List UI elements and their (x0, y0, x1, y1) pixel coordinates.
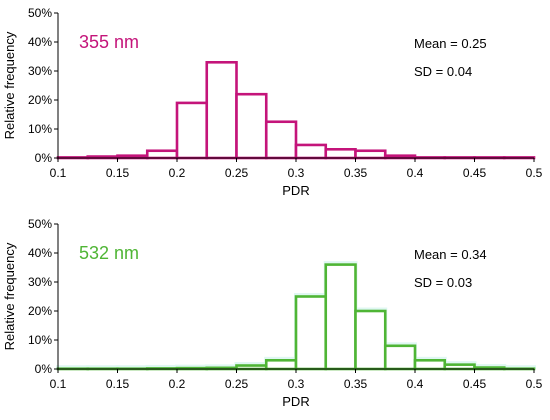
sd-text: SD = 0.04 (414, 64, 472, 79)
y-tick-label: 0% (35, 151, 53, 165)
histogram-bar (354, 309, 387, 371)
y-tick-label: 50% (28, 217, 52, 231)
bar-shade (85, 365, 120, 369)
x-tick-label: 0.3 (288, 377, 305, 391)
histogram-bar (264, 120, 298, 160)
x-tick-label: 0.1 (50, 166, 67, 180)
y-tick-label: 50% (28, 6, 52, 20)
bar-shade (502, 365, 536, 369)
histogram-bar (294, 143, 328, 160)
series-label: 355 nm (79, 32, 139, 52)
x-tick-label: 0.15 (106, 377, 130, 391)
x-tick-label: 0.1 (50, 377, 67, 391)
x-tick-label: 0.2 (169, 377, 186, 391)
y-tick-label: 20% (28, 304, 52, 318)
x-tick-label: 0.5 (526, 377, 543, 391)
x-tick-label: 0.2 (169, 166, 186, 180)
series-label: 532 nm (79, 243, 139, 263)
y-tick-label: 30% (28, 64, 52, 78)
x-tick-label: 0.35 (344, 166, 368, 180)
histogram-bar (205, 60, 238, 160)
histogram-bar (294, 295, 328, 371)
x-tick-label: 0.25 (225, 377, 249, 391)
histogram-bar (354, 149, 387, 160)
x-tick-label: 0.5 (526, 166, 543, 180)
panel-355nm: 0% 10% 20% 30% 40% 50% 0.1 0.15 0.2 0.25 0.3 0.35 0.… (2, 6, 543, 198)
y-tick-label: 20% (28, 93, 52, 107)
y-axis-title: Relative frequency (2, 242, 17, 350)
bar-shade (115, 365, 150, 369)
histogram-bar (235, 92, 268, 160)
x-axis-title: PDR (282, 183, 309, 198)
histogram-bar (324, 263, 357, 371)
y-tick-label: 30% (28, 275, 52, 289)
x-tick-label: 0.45 (463, 377, 487, 391)
x-tick-label: 0.15 (106, 166, 130, 180)
sd-text: SD = 0.03 (414, 275, 472, 290)
y-axis-title: Relative frequency (2, 31, 17, 139)
histogram-bar (264, 359, 298, 371)
histogram-bar (443, 363, 476, 371)
panel-532nm: 0% 10% 20% 30% 40% 50% 0.1 0.15 0.2 0.25 0.3 0.35 0.… (2, 217, 543, 409)
y-tick-label: 40% (28, 246, 52, 260)
histogram-bar (413, 359, 447, 371)
mean-text: Mean = 0.25 (414, 36, 487, 51)
x-tick-label: 0.4 (407, 377, 424, 391)
x-tick-label: 0.25 (225, 166, 249, 180)
y-tick-label: 0% (35, 362, 53, 376)
histogram-bar (383, 344, 417, 371)
x-tick-label: 0.35 (344, 377, 368, 391)
histogram-bar (235, 364, 268, 371)
bar-shade (175, 364, 209, 369)
mean-text: Mean = 0.34 (414, 247, 487, 262)
y-tick-label: 40% (28, 35, 52, 49)
x-tick-label: 0.3 (288, 166, 305, 180)
histogram-bar (324, 148, 357, 160)
x-tick-label: 0.4 (407, 166, 424, 180)
bar-shade (145, 364, 179, 369)
y-tick-label: 10% (28, 333, 52, 347)
histogram-bar (145, 149, 179, 160)
x-axis-title: PDR (282, 394, 309, 409)
y-tick-label: 10% (28, 122, 52, 136)
histogram-bar (175, 101, 209, 160)
bar-shade (56, 365, 90, 369)
x-tick-label: 0.45 (463, 166, 487, 180)
